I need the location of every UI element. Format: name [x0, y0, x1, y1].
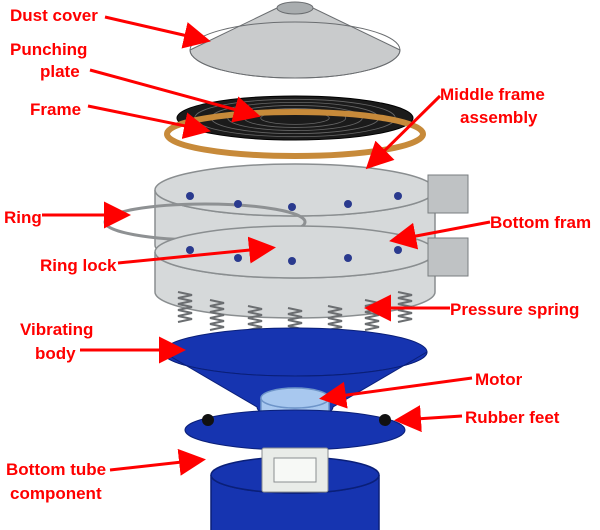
arrow-punching_plate_2 — [90, 70, 255, 115]
label-middle_2: assembly — [460, 108, 538, 128]
arrow-rubber_feet — [400, 416, 462, 420]
label-pressure_spring: Pressure spring — [450, 300, 579, 320]
label-ring_lock: Ring lock — [40, 256, 117, 276]
label-punching_plate_1: Punching — [10, 40, 87, 60]
label-vibrating_1: Vibrating — [20, 320, 93, 340]
arrow-dust_cover — [105, 17, 205, 40]
label-bottom_tube_2: component — [10, 484, 102, 504]
label-rubber_feet: Rubber feet — [465, 408, 559, 428]
label-vibrating_2: body — [35, 344, 76, 364]
label-middle_1: Middle frame — [440, 85, 545, 105]
label-ring: Ring — [4, 208, 42, 228]
label-bottom_tube_1: Bottom tube — [6, 460, 106, 480]
label-bottom_fram: Bottom fram — [490, 213, 591, 233]
label-motor: Motor — [475, 370, 522, 390]
label-punching_plate_2: plate — [40, 62, 80, 82]
label-dust_cover: Dust cover — [10, 6, 98, 26]
label-frame: Frame — [30, 100, 81, 120]
arrow-bottom_tube_2 — [110, 460, 200, 470]
